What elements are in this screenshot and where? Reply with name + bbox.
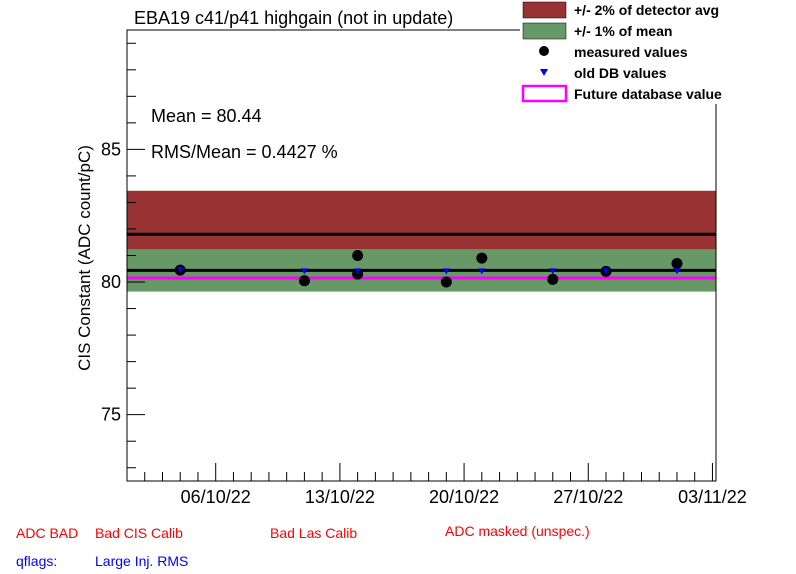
flag-large-inj-rms: Large Inj. RMS <box>95 553 189 569</box>
chart-title: EBA19 c41/p41 highgain (not in update) <box>134 8 453 28</box>
legend-label-1pct: +/- 1% of mean <box>574 23 672 39</box>
legend-swatch-1pct <box>522 22 567 40</box>
measured-point-8 <box>671 257 683 269</box>
x-tick-label-1: 13/10/22 <box>305 487 375 507</box>
legend-swatch-2pct <box>522 1 567 19</box>
old-db-point-3 <box>442 268 450 275</box>
legend-marker-old-db <box>540 69 548 76</box>
legend-label-measured: measured values <box>574 44 688 60</box>
y-tick-label-80: 80 <box>101 272 121 292</box>
old-db-point-4 <box>478 268 486 275</box>
y-axis-label: CIS Constant (ADC count/pC) <box>75 145 94 371</box>
old-db-point-6 <box>602 268 610 275</box>
mean-stat: Mean = 80.44 <box>151 106 262 126</box>
y-tick-label-85: 85 <box>101 139 121 159</box>
x-axis: 06/10/22 13/10/22 20/10/22 27/10/22 03/11/22 <box>126 463 747 507</box>
old-db-point-0 <box>176 267 184 274</box>
flag-adc-bad: ADC BAD <box>16 525 79 541</box>
legend-label-old-db: old DB values <box>574 65 667 81</box>
measured-point-4 <box>440 276 452 288</box>
legend-swatch-future <box>521 84 568 103</box>
data-points <box>174 250 683 288</box>
x-tick-label-3: 27/10/22 <box>553 487 623 507</box>
measured-point-2 <box>352 250 364 261</box>
measured-point-1 <box>298 275 310 287</box>
measured-point-6 <box>547 273 559 285</box>
legend-label-future: Future database value <box>574 86 722 102</box>
flag-adc-masked: ADC masked (unspec.) <box>445 523 590 539</box>
x-tick-label-2: 20/10/22 <box>429 487 499 507</box>
flag-bad-cis-calib: Bad CIS Calib <box>95 525 183 541</box>
legend: +/- 2% of detector avg +/- 1% of mean me… <box>520 0 796 104</box>
legend-marker-measured <box>539 46 549 56</box>
old-db-point-7 <box>673 268 681 275</box>
flag-qflags: qflags: <box>16 553 58 569</box>
x-tick-label-4: 03/11/22 <box>678 487 747 507</box>
y-axis: 75 80 85 <box>101 42 145 469</box>
y-tick-label-75: 75 <box>101 405 121 425</box>
old-db-point-5 <box>549 268 557 275</box>
flag-bad-las-calib: Bad Las Calib <box>270 525 358 541</box>
legend-label-2pct: +/- 2% of detector avg <box>574 2 719 18</box>
old-db-point-2 <box>354 268 362 275</box>
old-db-point-1 <box>300 268 308 275</box>
rms-stat: RMS/Mean = 0.4427 % <box>151 142 338 162</box>
measured-point-5 <box>476 252 488 264</box>
x-tick-label-0: 06/10/22 <box>181 487 251 507</box>
